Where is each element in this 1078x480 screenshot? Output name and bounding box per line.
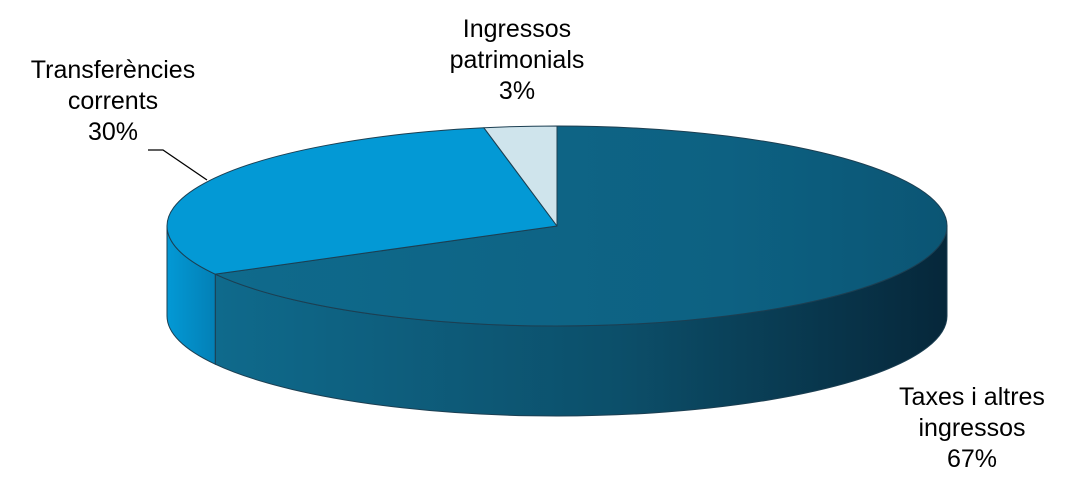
slice-labels: Taxes i altres ingressos 67% Transferències… <box>31 15 1045 473</box>
slice-percent-3: 3% <box>499 77 535 105</box>
pie-slice-1 <box>214 125 948 327</box>
pie-slice-3 <box>483 125 558 227</box>
pie-slice-2 <box>166 127 558 275</box>
slice-label-1: Taxes i altres ingressos 67% <box>899 383 1045 473</box>
leader-lines <box>148 149 208 181</box>
slice-label-line: Taxes i altres <box>899 383 1045 411</box>
slice-percent-2: 30% <box>88 118 138 146</box>
leader-line-slice-2 <box>148 149 208 181</box>
slice-label-3: Ingressos patrimonials 3% <box>450 15 585 105</box>
slice-label-line: ingressos <box>919 414 1026 442</box>
slice-percent-1: 67% <box>947 445 997 473</box>
slice-label-line: Ingressos <box>463 15 571 43</box>
slice-label-line: Transferències <box>31 56 195 84</box>
slice-label-line: corrents <box>68 87 158 115</box>
slice-label-line: patrimonials <box>450 46 585 74</box>
slice-label-2: Transferències corrents 30% <box>31 56 195 146</box>
pie-tops <box>166 125 948 327</box>
